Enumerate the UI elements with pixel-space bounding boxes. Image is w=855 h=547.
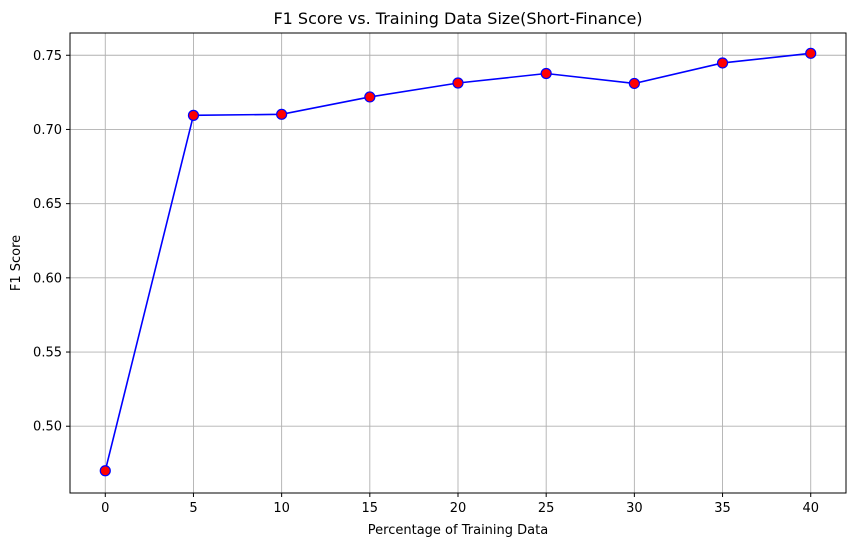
y-tick-label: 0.50	[33, 420, 62, 435]
y-tick-label: 0.75	[33, 49, 62, 64]
x-tick-label: 40	[802, 501, 819, 516]
x-tick-label: 10	[273, 501, 290, 516]
x-tick-label: 35	[714, 501, 731, 516]
x-axis-label: Percentage of Training Data	[368, 523, 548, 538]
y-axis-label: F1 Score	[9, 235, 24, 291]
grid	[70, 33, 846, 493]
y-tick-label: 0.65	[33, 197, 62, 212]
x-tick-label: 0	[101, 501, 109, 516]
data-point	[364, 91, 376, 103]
x-tick-label: 20	[450, 501, 467, 516]
x-tick-label: 15	[362, 501, 379, 516]
chart-title: F1 Score vs. Training Data Size(Short-Fi…	[273, 9, 642, 28]
ticks: 0 5 10 15 20 25 30 35 40 0.50 0.55 0.60 0.65 0.70 0.75	[33, 49, 819, 516]
x-tick-label: 30	[626, 501, 643, 516]
data-point	[99, 465, 111, 477]
x-tick-label: 25	[538, 501, 555, 516]
data-point	[805, 47, 817, 59]
x-tick-label: 5	[189, 501, 197, 516]
data-point	[452, 77, 464, 89]
data-point	[276, 108, 288, 120]
data-point	[716, 57, 729, 69]
data-point	[628, 77, 640, 90]
y-tick-label: 0.55	[33, 346, 62, 361]
data-point	[540, 67, 552, 80]
y-tick-label: 0.70	[33, 123, 62, 138]
data-point	[187, 109, 200, 121]
y-tick-label: 0.60	[33, 271, 62, 286]
series	[99, 47, 817, 477]
